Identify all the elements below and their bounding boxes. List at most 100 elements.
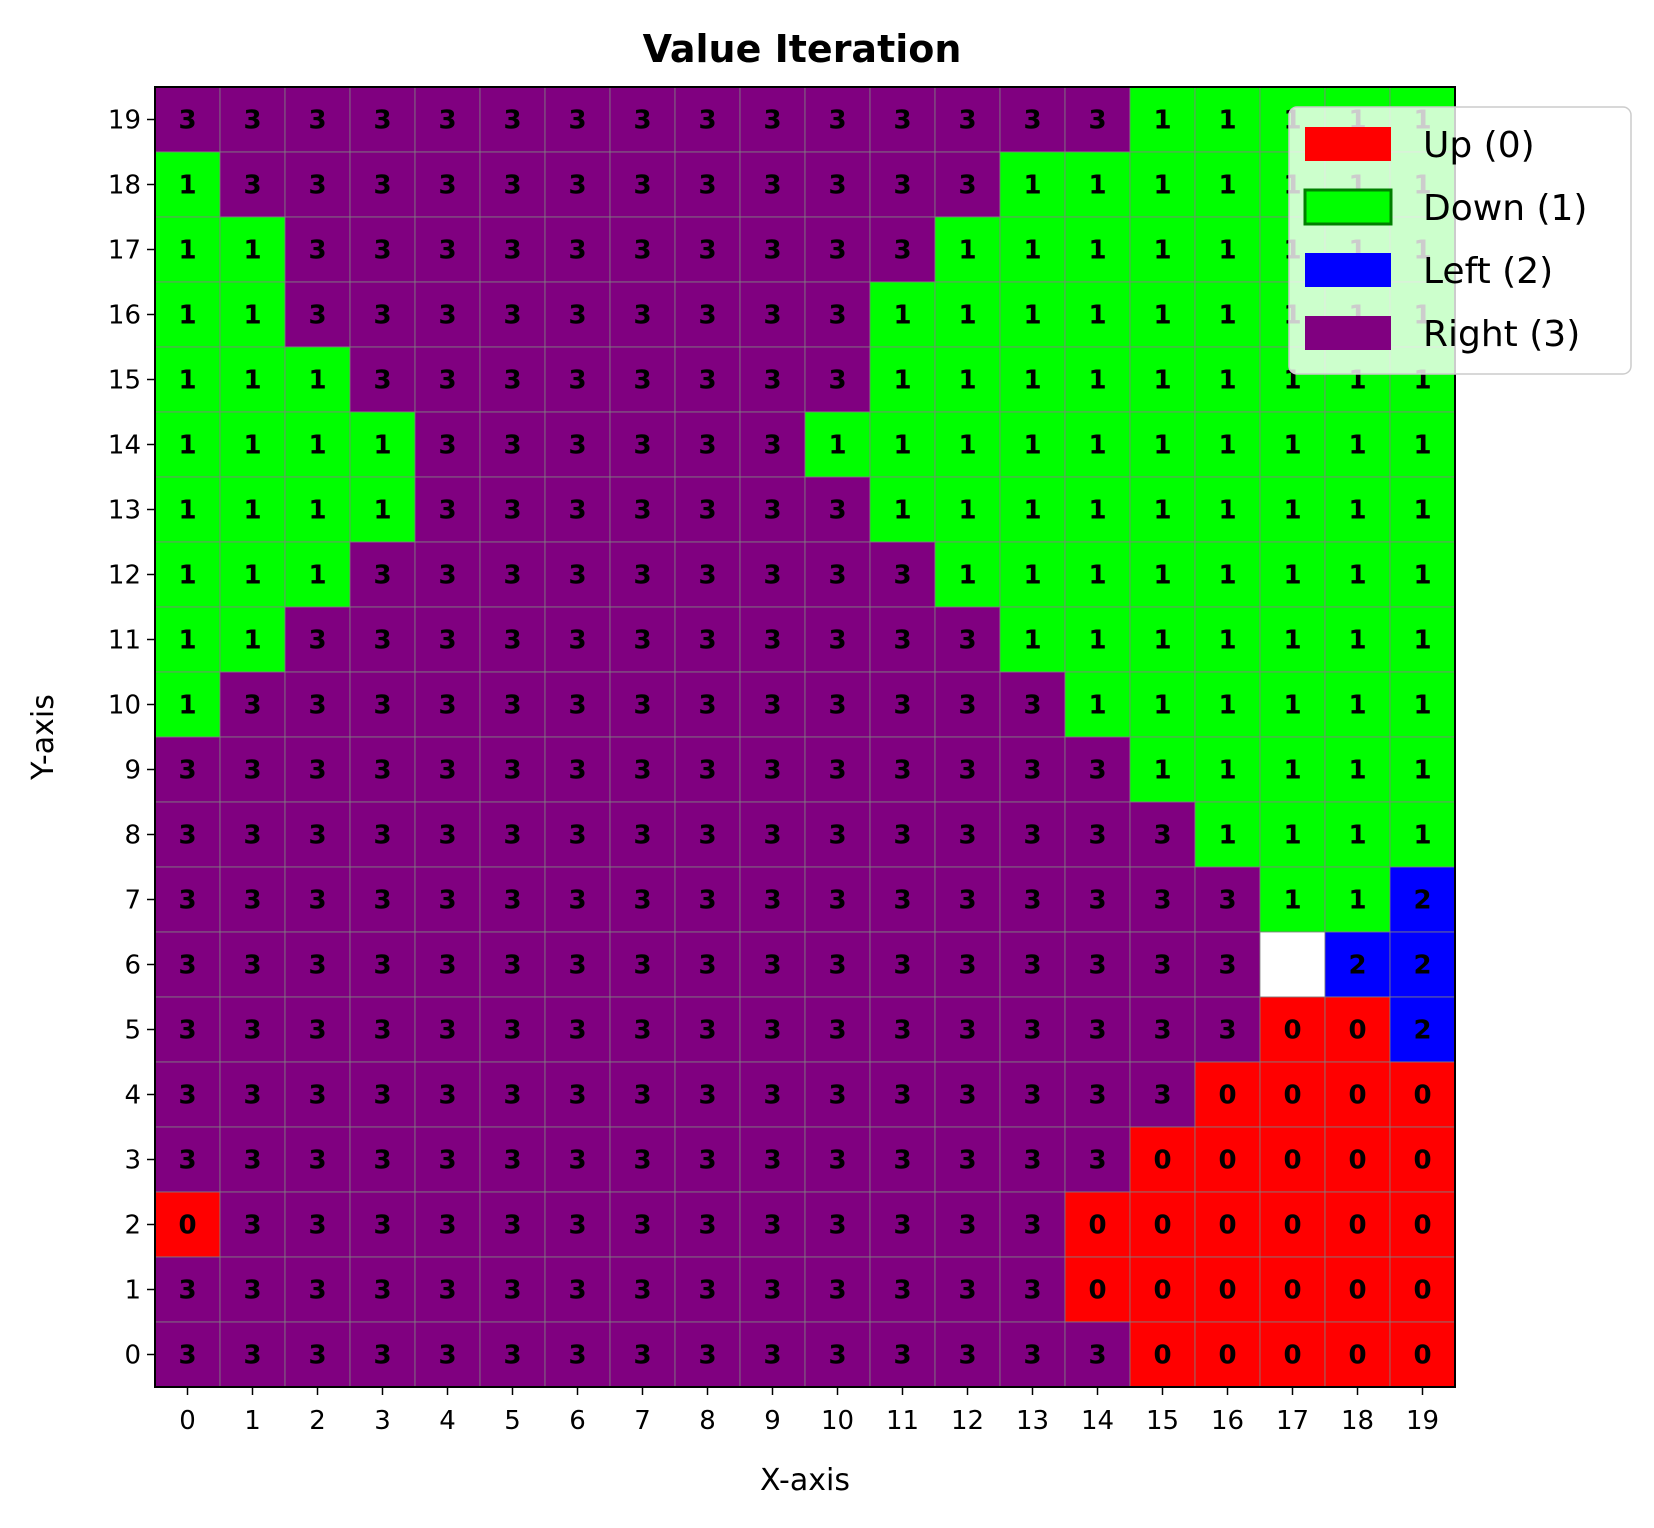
heatmap-cell-15-14	[1129, 411, 1196, 478]
cell-value-10-5: 3	[828, 1016, 846, 1046]
heatmap-cell-6-2	[544, 1191, 611, 1258]
cell-value-11-4: 3	[893, 1081, 911, 1111]
heatmap-cell-16-19	[1194, 86, 1261, 153]
cell-value-8-12: 3	[698, 561, 716, 591]
cell-value-3-3: 3	[373, 1146, 391, 1176]
heatmap-cell-18-1	[1324, 1256, 1391, 1323]
legend-swatch-1	[1303, 188, 1393, 226]
cell-value-18-0: 0	[1348, 1341, 1366, 1371]
heatmap-cell-7-3	[609, 1126, 676, 1193]
heatmap-cell-13-11	[999, 606, 1066, 673]
heatmap-cell-16-4	[1194, 1061, 1261, 1128]
cell-value-11-5: 3	[893, 1016, 911, 1046]
cell-value-10-9: 3	[828, 756, 846, 786]
cell-value-15-19: 1	[1153, 106, 1171, 136]
heatmap-cell-6-14	[544, 411, 611, 478]
x-tick-label: 11	[886, 1406, 919, 1436]
cell-value-1-12: 1	[243, 561, 261, 591]
heatmap-cell-16-11	[1194, 606, 1261, 673]
heatmap-cell-3-14	[349, 411, 416, 478]
cell-value-6-1: 3	[568, 1276, 586, 1306]
cell-value-5-12: 3	[503, 561, 521, 591]
cell-value-17-13: 1	[1283, 496, 1301, 526]
cell-value-16-4: 0	[1218, 1081, 1236, 1111]
heatmap-cell-18-7	[1324, 866, 1391, 933]
heatmap-cell-13-0	[999, 1321, 1066, 1388]
heatmap-cell-14-3	[1064, 1126, 1131, 1193]
y-tick-label: 13	[108, 496, 141, 526]
cell-value-11-14: 1	[893, 431, 911, 461]
heatmap-cell-3-16	[349, 281, 416, 348]
heatmap-cell-2-6	[284, 931, 351, 998]
heatmap-cell-2-15	[284, 346, 351, 413]
heatmap-cell-10-13	[804, 476, 871, 543]
cell-value-9-17: 3	[763, 236, 781, 266]
cell-value-4-10: 3	[438, 691, 456, 721]
cell-value-5-1: 3	[503, 1276, 521, 1306]
heatmap-cell-13-3	[999, 1126, 1066, 1193]
cell-value-19-1: 0	[1413, 1276, 1431, 1306]
heatmap-cell-4-17	[414, 216, 481, 283]
cell-value-13-10: 3	[1023, 691, 1041, 721]
heatmap-cell-16-9	[1194, 736, 1261, 803]
heatmap-cell-4-12	[414, 541, 481, 608]
heatmap-cell-1-13	[219, 476, 286, 543]
heatmap-cell-8-3	[674, 1126, 741, 1193]
heatmap-cell-4-2	[414, 1191, 481, 1258]
cell-value-1-13: 1	[243, 496, 261, 526]
cell-value-17-14: 1	[1283, 431, 1301, 461]
heatmap-cell-3-1	[349, 1256, 416, 1323]
heatmap-cell-2-3	[284, 1126, 351, 1193]
cell-value-3-15: 3	[373, 366, 391, 396]
heatmap-cell-1-14	[219, 411, 286, 478]
cell-value-7-7: 3	[633, 886, 651, 916]
cell-value-8-10: 3	[698, 691, 716, 721]
heatmap-cell-6-18	[544, 151, 611, 218]
heatmap-cell-6-15	[544, 346, 611, 413]
cell-value-16-16: 1	[1218, 301, 1236, 331]
cell-value-12-1: 3	[958, 1276, 976, 1306]
heatmap-cell-9-9	[739, 736, 806, 803]
heatmap-cell-0-8	[154, 801, 221, 868]
heatmap-cell-10-5	[804, 996, 871, 1063]
cell-value-18-11: 1	[1348, 626, 1366, 656]
cell-value-9-6: 3	[763, 951, 781, 981]
heatmap-cell-11-15	[869, 346, 936, 413]
cell-value-16-6: 3	[1218, 951, 1236, 981]
heatmap-cell-labels: 3 3 3 3 3 3 3 3 3 3 3 3 3 3 3 1 1 1 1 1 1 3 3 3 3 3 3 3 3 3 3 3 3 1 1 1 1 1 1 1…	[178, 106, 1431, 1371]
cell-value-14-13: 1	[1088, 496, 1106, 526]
cell-value-7-11: 3	[633, 626, 651, 656]
heatmap-cell-18-4	[1324, 1061, 1391, 1128]
cell-value-8-5: 3	[698, 1016, 716, 1046]
legend-swatch-2	[1305, 253, 1391, 287]
cell-value-6-2: 3	[568, 1211, 586, 1241]
cell-value-17-2: 0	[1283, 1211, 1301, 1241]
cell-value-5-6: 3	[503, 951, 521, 981]
cell-value-9-0: 3	[763, 1341, 781, 1371]
cell-value-0-9: 3	[178, 756, 196, 786]
cell-value-4-3: 3	[438, 1146, 456, 1176]
cell-value-9-7: 3	[763, 886, 781, 916]
cell-value-8-13: 3	[698, 496, 716, 526]
heatmap-cell-3-4	[349, 1061, 416, 1128]
heatmap-cell-2-5	[284, 996, 351, 1063]
heatmap-cell-15-2	[1129, 1191, 1196, 1258]
heatmap-cell-14-13	[1064, 476, 1131, 543]
heatmap-cell-2-13	[284, 476, 351, 543]
heatmap-cell-5-19	[479, 86, 546, 153]
cell-value-4-0: 3	[438, 1341, 456, 1371]
cell-value-15-10: 1	[1153, 691, 1171, 721]
heatmap-cell-9-7	[739, 866, 806, 933]
heatmap-cells	[154, 86, 1456, 1388]
cell-value-1-6: 3	[243, 951, 261, 981]
heatmap-cell-6-7	[544, 866, 611, 933]
cell-value-8-17: 3	[698, 236, 716, 266]
cell-value-5-13: 3	[503, 496, 521, 526]
heatmap-cell-3-19	[349, 86, 416, 153]
cell-value-9-15: 3	[763, 366, 781, 396]
heatmap-cell-7-15	[609, 346, 676, 413]
cell-value-15-0: 0	[1153, 1341, 1171, 1371]
cell-value-17-11: 1	[1283, 626, 1301, 656]
x-tick-label: 12	[951, 1406, 984, 1436]
